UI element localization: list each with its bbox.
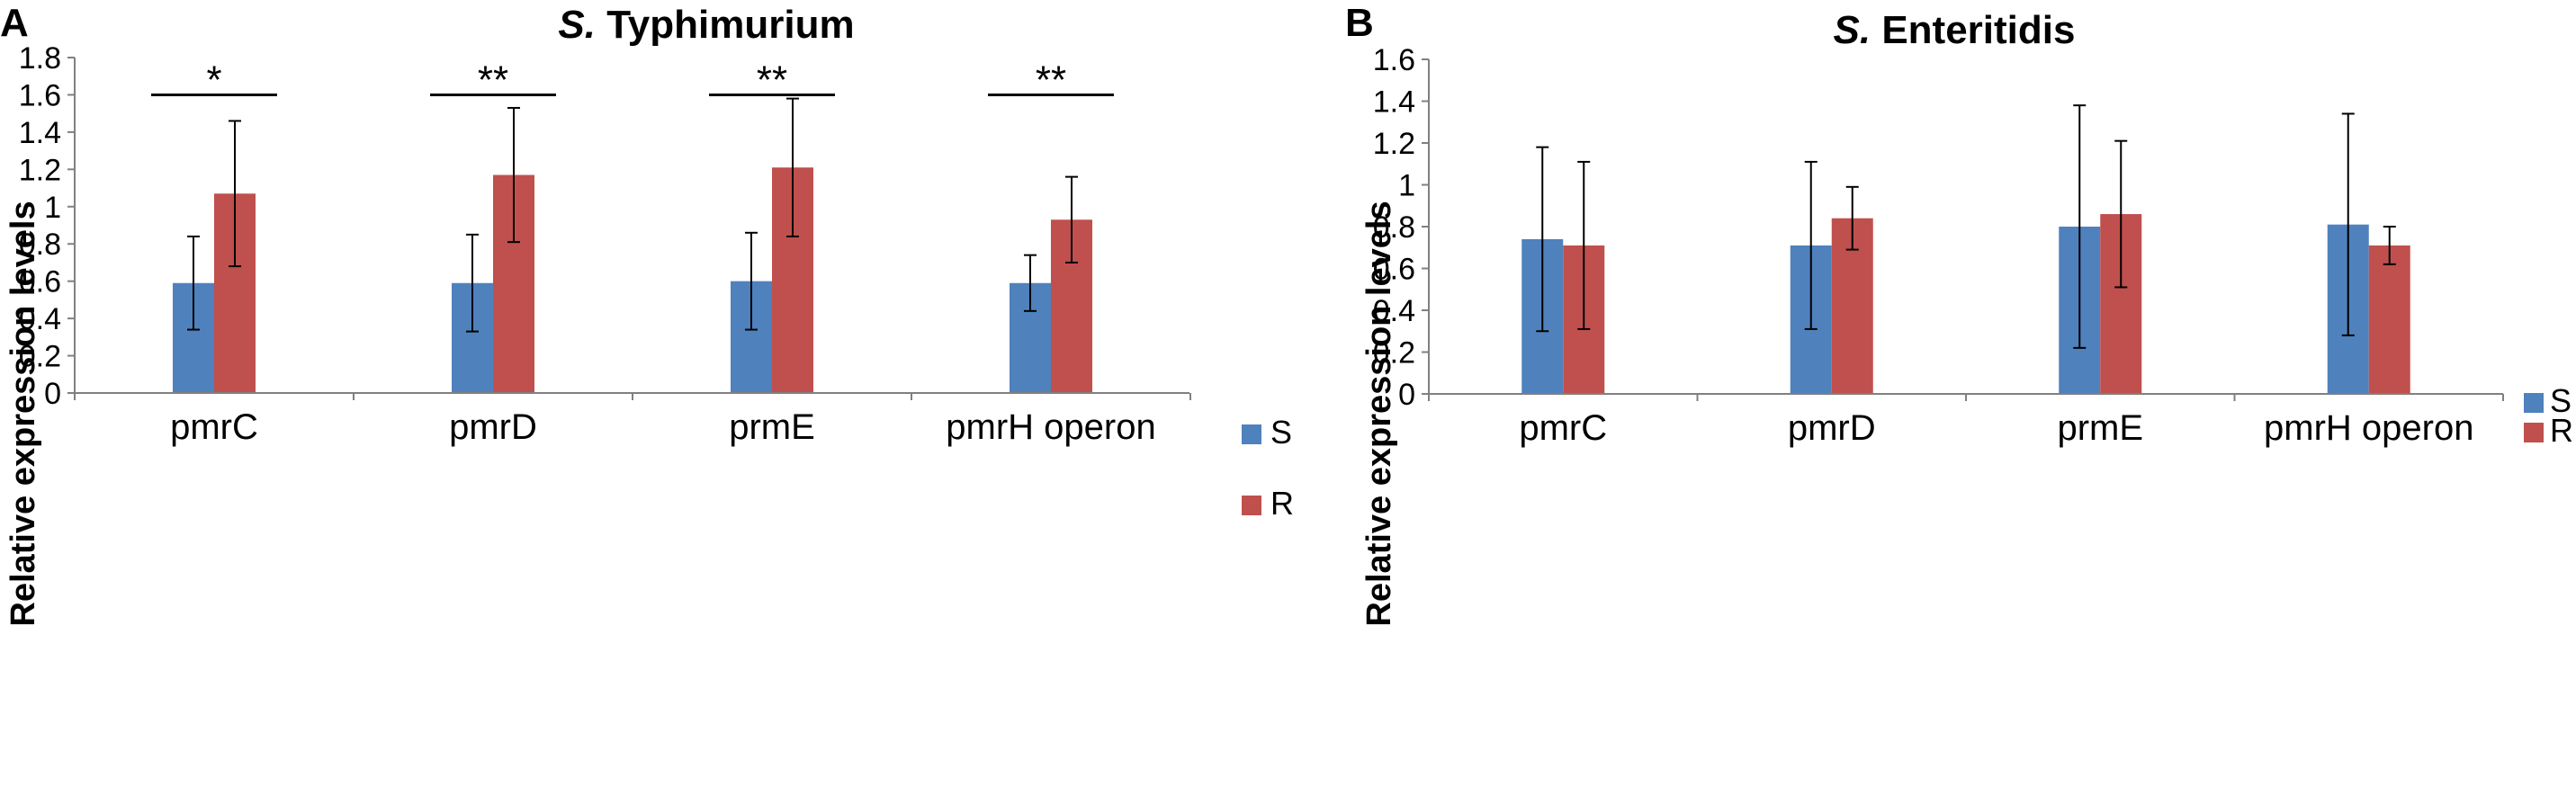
y-tick-label: 1.2 [19, 153, 61, 187]
legend-swatch-s [2524, 393, 2544, 413]
y-tick-label: 1 [1398, 169, 1415, 203]
x-tick-label: pmrC [170, 407, 258, 447]
y-tick-label: 0.2 [19, 340, 61, 374]
bar-r-pmrh-operon [2368, 245, 2410, 394]
panel-b-title-italic: S. [1834, 8, 1871, 52]
panel-a-legend: S R [1242, 414, 1294, 522]
legend-label-r: R [2550, 412, 2573, 449]
x-tick-label: prmE [2057, 408, 2143, 448]
x-tick-label: pmrH operon [2264, 408, 2473, 448]
panel-b-title: S. Enteritidis [1834, 8, 2076, 52]
x-tick-label: pmrC [1519, 408, 1607, 448]
legend-swatch-s [1242, 424, 1261, 444]
x-tick-label: pmrH operon [946, 407, 1155, 447]
panel-b-title-rest: Enteritidis [1871, 8, 2075, 52]
y-tick-label: 0.6 [19, 265, 61, 299]
x-tick-label: prmE [729, 407, 815, 447]
legend-swatch-r [2524, 423, 2544, 442]
y-tick-label: 1.4 [19, 116, 61, 150]
legend-label-s: S [1270, 414, 1292, 451]
legend-label-r: R [1270, 485, 1294, 522]
panel-b: B S. Enteritidis Relative expression lev… [1345, 1, 2573, 627]
y-tick-label: 1.2 [1373, 127, 1415, 161]
panel-b-y-ticks: 0 0.2 0.4 0.6 0.8 1 1.2 1.4 1.6 [1373, 43, 1429, 412]
x-tick-label: pmrD [1788, 408, 1876, 448]
panel-a-error-bars [187, 97, 1078, 333]
panel-a-y-ticks: 00.2 0.40.60.81 1.21.4 1.61.8 [19, 41, 75, 411]
y-tick-label: 0.2 [1373, 336, 1415, 371]
significance-marker: ** [478, 58, 508, 102]
x-tick-label: pmrD [449, 407, 537, 447]
y-tick-label: 0.4 [19, 302, 61, 336]
y-tick-label: 0.6 [1373, 253, 1415, 287]
panel-a-label: A [0, 1, 29, 45]
y-tick-label: 1.6 [1373, 43, 1415, 77]
y-tick-label: 1.8 [19, 41, 61, 76]
y-tick-label: 1.6 [19, 78, 61, 112]
significance-marker: ** [1036, 58, 1066, 102]
panel-a-title-italic: S. [558, 3, 596, 47]
panel-b-x-ticks: pmrC pmrD prmE pmrH operon [1428, 394, 2504, 448]
y-tick-label: 0.8 [1373, 210, 1415, 245]
panel-b-bars [1521, 214, 2410, 394]
legend-swatch-r [1242, 496, 1261, 515]
legend-label-s: S [2550, 382, 2572, 419]
panel-a-ylabel: Relative expression levels [4, 201, 42, 626]
y-tick-label: 0 [1398, 378, 1415, 412]
y-tick-label: 1.4 [1373, 85, 1415, 120]
panel-b-ylabel: Relative expression levels [1360, 201, 1398, 626]
panel-b-label: B [1345, 1, 1374, 45]
panel-a-x-ticks: pmrC pmrD prmE pmrH operon [74, 393, 1191, 447]
panel-a: A S. Typhimurium Relative expression lev… [0, 1, 1294, 627]
y-tick-label: 0.4 [1373, 294, 1415, 328]
y-tick-label: 1 [44, 191, 61, 225]
significance-marker: * [206, 58, 221, 102]
significance-marker: ** [757, 58, 787, 102]
panel-b-error-bars [1536, 104, 2396, 349]
y-tick-label: 0.8 [19, 228, 61, 262]
y-tick-label: 0 [44, 377, 61, 411]
panel-a-significance: * ** ** ** [151, 58, 1114, 102]
panel-b-legend: S R [2524, 382, 2573, 449]
panel-a-title: S. Typhimurium [558, 3, 854, 47]
panel-a-title-rest: Typhimurium [596, 3, 855, 47]
panel-a-bars [173, 167, 1092, 393]
